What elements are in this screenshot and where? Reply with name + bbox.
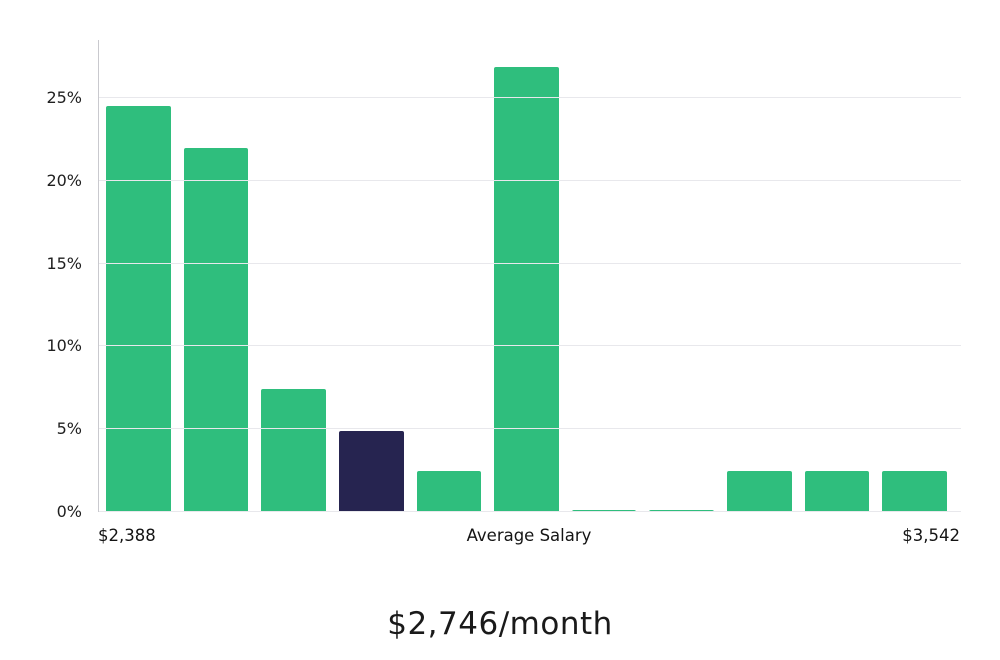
plot-area xyxy=(98,40,961,512)
bar xyxy=(494,66,559,512)
bar xyxy=(804,470,870,512)
gridline xyxy=(99,345,961,347)
bar xyxy=(649,509,715,512)
x-axis-label-average-salary: Average Salary xyxy=(466,526,592,545)
x-axis-label-max: $3,542 xyxy=(902,526,960,545)
y-axis-tick-label: 10% xyxy=(46,336,82,356)
y-axis-tick-label: 25% xyxy=(46,87,82,107)
bar xyxy=(261,389,326,512)
bar xyxy=(416,470,482,512)
gridline xyxy=(99,96,961,98)
y-axis: 0% 5% 10% 15% 20% 25% xyxy=(0,40,90,520)
y-axis-tick-label: 5% xyxy=(56,419,82,439)
bar xyxy=(727,470,792,512)
chart-title: $2,746/month xyxy=(387,606,613,642)
y-axis-tick-label: 20% xyxy=(46,170,82,190)
x-axis-labels: $2,388 Average Salary $3,542 xyxy=(98,526,960,545)
gridline xyxy=(99,262,961,264)
bar xyxy=(183,147,249,512)
y-axis-tick-label: 0% xyxy=(56,502,82,521)
y-axis-tick-label: 15% xyxy=(46,253,82,273)
bar-highlighted xyxy=(338,430,404,512)
gridline xyxy=(99,179,961,181)
x-axis-label-min: $2,388 xyxy=(98,526,156,545)
gridline xyxy=(99,428,961,430)
bars-container xyxy=(99,40,961,512)
bar xyxy=(882,470,948,512)
bar xyxy=(106,106,171,512)
gridline xyxy=(99,511,961,512)
bar xyxy=(571,509,637,512)
